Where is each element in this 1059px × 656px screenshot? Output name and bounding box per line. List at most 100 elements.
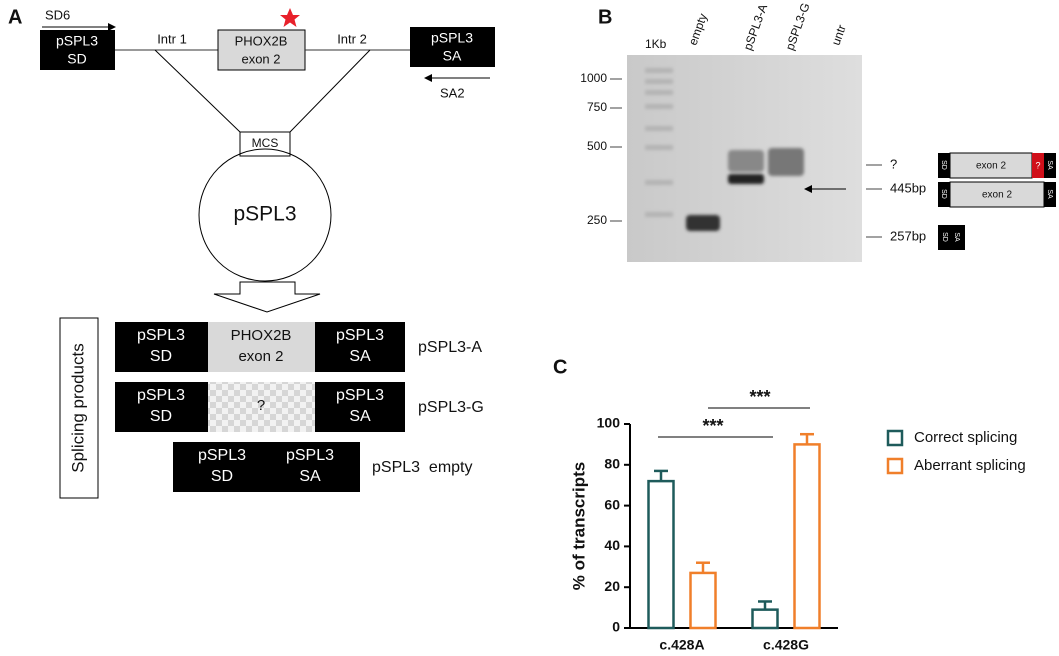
primer: SA2 <box>440 85 465 100</box>
box-text: pSPL3 <box>56 33 98 49</box>
vector-circle <box>198 148 332 282</box>
intron-label: Intr 2 <box>337 31 367 46</box>
ladder-bands <box>645 68 673 217</box>
panel-b: B 1Kb empty pSPL3-A pSPL3-G untr 1000 75… <box>580 1 1056 262</box>
box-text: pSPL3 <box>198 447 246 464</box>
box-text: SA <box>349 408 371 425</box>
error-bar <box>758 600 772 610</box>
x-tick-label: c.428G <box>763 637 809 653</box>
sa-box <box>315 382 405 432</box>
scheme-box <box>938 182 950 207</box>
sa-box <box>410 27 495 67</box>
box-text: pSPL3 <box>431 30 473 46</box>
box-text: exon 2 <box>241 51 280 66</box>
scheme-text: SD <box>941 232 948 242</box>
box-text: SA <box>299 468 321 485</box>
box-text: PHOX2B <box>231 327 292 344</box>
scheme-text: SA <box>1046 189 1053 199</box>
mcs-label: MCS <box>252 136 279 150</box>
band-label: 257bp <box>890 228 926 243</box>
lane-label: pSPL3-A <box>741 2 771 52</box>
vector-label: pSPL3 <box>233 203 296 226</box>
error-bar <box>800 432 814 445</box>
scheme-box <box>949 181 1045 208</box>
band-label: 445bp <box>890 180 926 195</box>
legend-swatch <box>886 429 904 447</box>
arrow-head <box>424 74 432 82</box>
panel-label: B <box>598 6 612 28</box>
scheme-box <box>949 152 1033 179</box>
scheme-text: exon 2 <box>982 190 1012 201</box>
box-text: pSPL3 <box>336 387 384 404</box>
insert-line <box>154 49 241 133</box>
y-tick-label: 80 <box>604 456 620 472</box>
lane-label: pSPL3-G <box>783 1 813 52</box>
error-bar <box>696 561 710 573</box>
arrow-head <box>804 185 812 193</box>
box-text: exon 2 <box>238 348 283 365</box>
sample-bands <box>686 148 804 231</box>
intron-label: Intr 1 <box>157 31 187 46</box>
scheme-box <box>1044 182 1056 207</box>
scheme-text: exon 2 <box>976 161 1006 172</box>
sa-box <box>315 322 405 372</box>
sd-box <box>115 322 208 372</box>
box-text: SA <box>349 348 371 365</box>
star <box>280 8 300 27</box>
band-pointers <box>866 164 882 238</box>
lane-label: empty <box>686 12 710 48</box>
scheme-text: SA <box>1046 160 1053 170</box>
ladder-label: 250 <box>587 213 607 227</box>
legend-label: Aberrant splicing <box>914 457 1026 474</box>
bar <box>689 571 717 630</box>
unknown-box <box>208 382 315 432</box>
arrow-head <box>108 23 116 31</box>
panel-c: C % of transcripts *** *** 0 20 40 60 80 100 c… <box>553 356 1026 652</box>
product-name: pSPL3-G <box>418 399 484 416</box>
annotation: *** <box>702 416 723 436</box>
bar <box>751 608 779 630</box>
product-name: pSPL3-A <box>418 339 482 356</box>
lane-label: untr <box>829 23 849 47</box>
error-bar <box>654 469 668 482</box>
mcs-box <box>239 131 291 157</box>
y-tick-label: 100 <box>597 415 621 431</box>
scheme-text: SD <box>940 189 947 199</box>
legend-label: Correct splicing <box>914 429 1017 446</box>
lane-label: 1Kb <box>645 37 667 51</box>
legend-swatch <box>886 457 904 475</box>
annotation: *** <box>749 387 770 407</box>
box-text: SD <box>150 408 172 425</box>
empty-box <box>173 442 360 492</box>
box-text: SD <box>67 51 86 67</box>
products-title: Splicing products <box>68 343 87 472</box>
scheme-box <box>938 153 950 178</box>
box-text: SA <box>443 48 462 64</box>
y-tick-label: 60 <box>604 496 620 512</box>
ladder-label: 1000 <box>580 71 607 85</box>
scheme-text: ? <box>1035 160 1040 170</box>
box-text: PHOX2B <box>235 33 288 48</box>
band-label: ? <box>890 156 897 171</box>
product-name: pSPL3 empty <box>372 459 473 476</box>
box-text: ? <box>257 397 265 414</box>
scheme-text: SD <box>940 160 947 170</box>
scheme-box <box>1044 153 1056 178</box>
exon-box <box>208 322 315 372</box>
box-text: SD <box>211 468 233 485</box>
ladder-ticks <box>610 78 622 222</box>
bar <box>793 443 821 630</box>
primer: SD6 <box>45 7 70 22</box>
insert-line <box>289 49 371 133</box>
panel-label: A <box>8 6 22 28</box>
exon-box <box>217 29 306 71</box>
products-box <box>59 317 99 499</box>
scheme-box <box>938 225 965 250</box>
box-text: pSPL3 <box>286 447 334 464</box>
y-tick-label: 0 <box>612 619 620 635</box>
ladder-label: 750 <box>587 100 607 114</box>
box-text: pSPL3 <box>336 327 384 344</box>
x-tick-label: c.428A <box>659 637 704 653</box>
sd-box <box>40 30 115 70</box>
ladder-label: 500 <box>587 139 607 153</box>
